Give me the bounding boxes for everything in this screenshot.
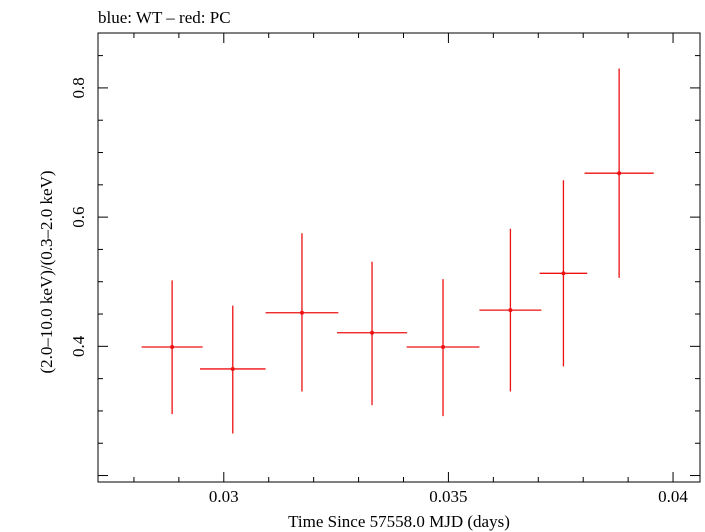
point-marker [170,344,175,349]
y-axis-label: (2.0–10.0 keV)/(0.3–2.0 keV) [37,170,56,373]
data-point [199,305,266,434]
point-marker [441,344,446,349]
data-point [337,261,408,406]
data-point [584,68,654,278]
y-tick-label: 0.4 [69,335,88,357]
error-bars [141,68,654,434]
data-point [406,279,480,417]
y-tick-label: 0.8 [69,77,88,98]
axis-ticks [98,33,700,482]
data-point [141,280,203,415]
chart-title: blue: WT – red: PC [98,8,231,27]
point-marker [370,330,375,335]
plot-frame [97,32,701,483]
point-marker [230,366,235,371]
point-marker [508,308,513,313]
x-tick-label: 0.03 [209,487,239,506]
point-marker [617,171,622,176]
tick-labels: 0.03 0.035 0.04 0.4 0.6 0.8 [69,77,688,506]
point-marker [561,271,566,276]
y-tick-label: 0.6 [69,206,88,227]
x-tick-label: 0.04 [658,487,688,506]
x-tick-label: 0.035 [429,487,467,506]
data-point [539,180,588,367]
point-marker [299,310,304,315]
data-point [479,228,542,392]
data-point [265,233,339,392]
x-axis-label: Time Since 57558.0 MJD (days) [288,512,510,531]
